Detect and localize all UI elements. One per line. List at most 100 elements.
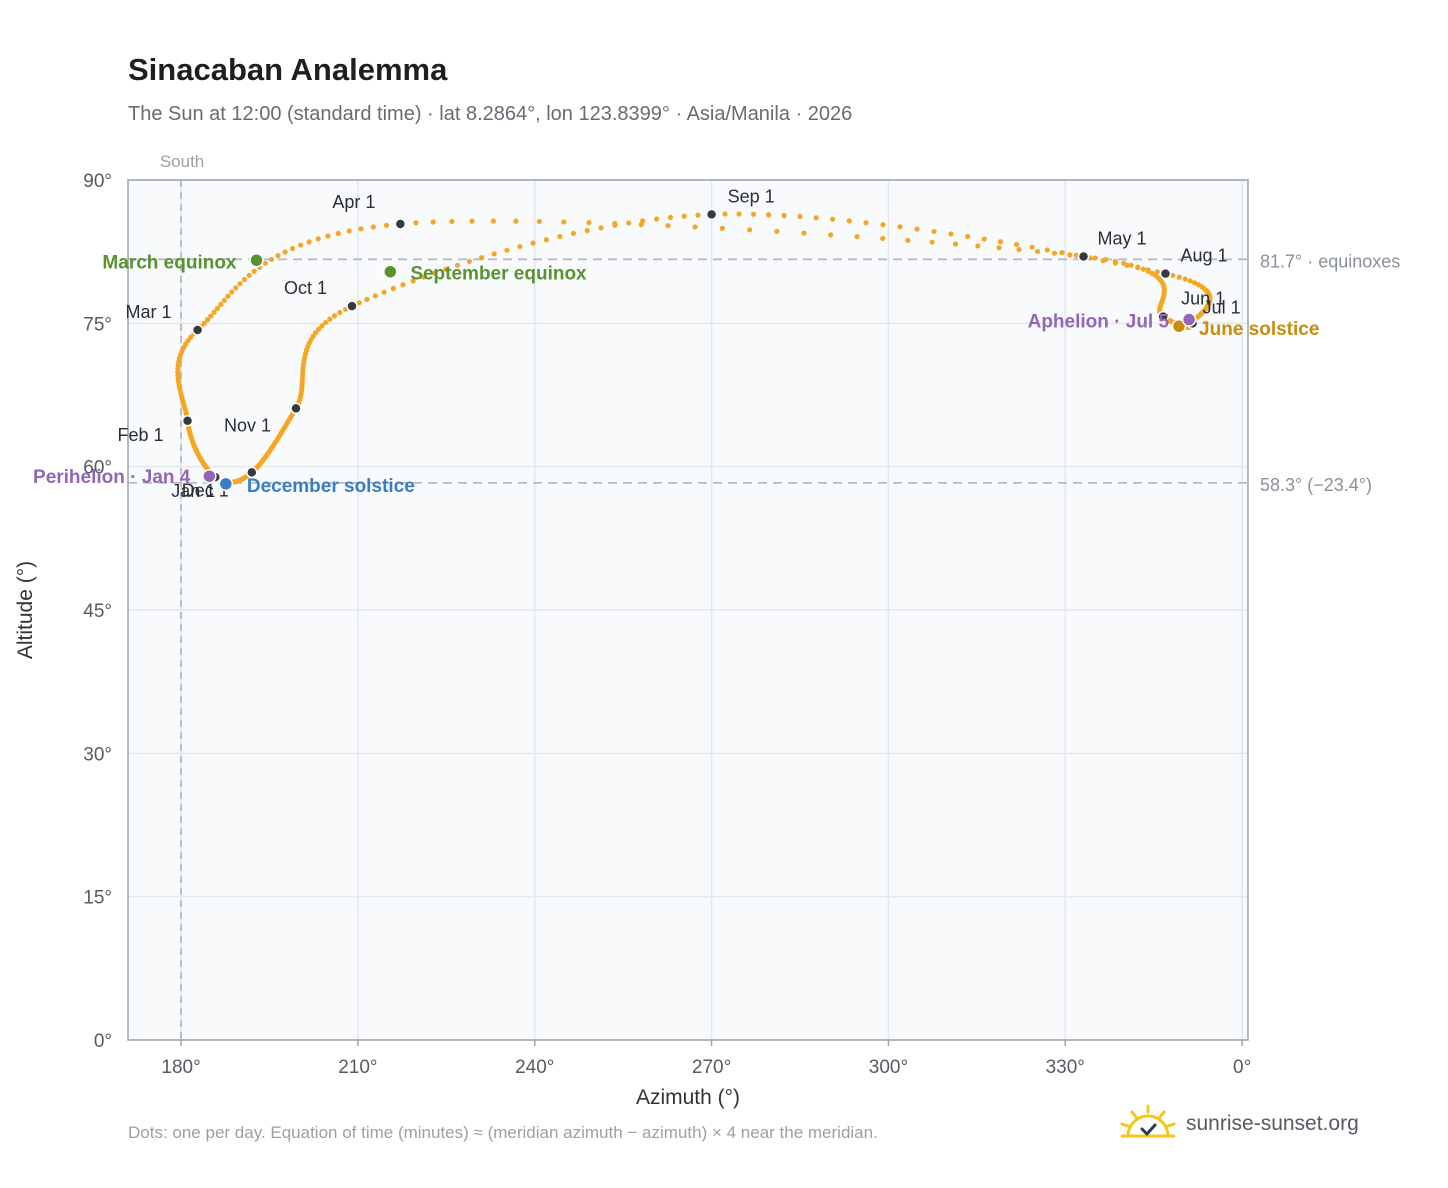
reference-line-label: 81.7° · equinoxes bbox=[1260, 251, 1400, 271]
daily-sun-dot bbox=[1073, 252, 1079, 258]
daily-sun-dot bbox=[543, 237, 549, 243]
y-tick-label: 0° bbox=[94, 1031, 112, 1052]
daily-sun-dot bbox=[1067, 252, 1073, 258]
daily-sun-dot bbox=[297, 242, 304, 248]
daily-sun-dot bbox=[490, 218, 496, 224]
daily-sun-dot bbox=[306, 239, 312, 245]
chart-subtitle: The Sun at 12:00 (standard time) · lat 8… bbox=[128, 103, 853, 125]
month-marker-dot bbox=[1159, 267, 1172, 280]
month-marker-dot bbox=[181, 415, 194, 427]
daily-sun-dot bbox=[331, 313, 338, 319]
daily-sun-dot bbox=[801, 230, 807, 236]
special-date-marker bbox=[202, 468, 217, 484]
daily-sun-dot bbox=[626, 220, 632, 226]
grid-lines bbox=[128, 179, 1248, 1041]
daily-sun-dot bbox=[268, 256, 275, 263]
daily-sun-dot bbox=[975, 243, 981, 249]
daily-sun-dot bbox=[584, 227, 590, 234]
daily-sun-dot bbox=[692, 224, 698, 230]
daily-sun-dot bbox=[421, 274, 427, 280]
month-marker-label: Apr 1 bbox=[332, 192, 375, 212]
daily-sun-dot bbox=[262, 260, 268, 266]
daily-sun-dot bbox=[1187, 278, 1193, 284]
x-tick-label: 330° bbox=[1046, 1057, 1085, 1078]
plot-frame bbox=[127, 179, 1249, 1041]
month-marker-dot bbox=[290, 402, 302, 415]
daily-sun-dot bbox=[466, 258, 473, 265]
daily-sun-dot bbox=[225, 293, 231, 299]
y-tick-label: 30° bbox=[83, 744, 112, 765]
daily-sun-dot bbox=[201, 320, 207, 326]
y-tick-label: 90° bbox=[83, 171, 112, 192]
special-date-label: Perihelion · Jan 4 bbox=[33, 467, 191, 488]
special-date-marker bbox=[218, 476, 234, 492]
daily-sun-dot bbox=[586, 220, 592, 226]
special-date-marker bbox=[383, 264, 398, 279]
daily-sun-dot bbox=[185, 337, 191, 344]
month-marker-dot bbox=[394, 218, 407, 230]
daily-sun-dot bbox=[536, 218, 543, 225]
month-marker-label: Mar 1 bbox=[126, 302, 172, 322]
daily-sun-dot bbox=[337, 309, 343, 316]
daily-sun-dot bbox=[813, 215, 819, 221]
x-tick-label: 0° bbox=[1233, 1057, 1251, 1078]
daily-sun-dot bbox=[854, 233, 860, 240]
daily-sun-dot bbox=[681, 213, 687, 219]
daily-sun-dot bbox=[383, 222, 390, 228]
daily-sun-dot bbox=[1034, 248, 1041, 255]
daily-sun-dot bbox=[797, 213, 803, 220]
daily-sun-dot bbox=[695, 212, 701, 218]
daily-sun-dot bbox=[750, 211, 757, 217]
daily-sun-dot bbox=[897, 224, 903, 230]
daily-sun-dot bbox=[390, 285, 396, 292]
daily-sun-dot bbox=[410, 278, 416, 284]
daily-sun-dot bbox=[530, 240, 536, 246]
daily-sun-dot bbox=[880, 235, 886, 242]
daily-sun-dot bbox=[1100, 257, 1106, 264]
x-tick-label: 180° bbox=[161, 1057, 200, 1078]
daily-sun-dot bbox=[1051, 250, 1058, 256]
daily-sun-dot bbox=[233, 285, 239, 291]
daily-sun-dot bbox=[275, 253, 281, 259]
x-axis-label: Azimuth (°) bbox=[636, 1086, 740, 1109]
daily-sun-dot bbox=[948, 231, 954, 237]
daily-sun-dot bbox=[251, 268, 257, 274]
daily-sun-dot bbox=[491, 251, 497, 257]
daily-sun-dot bbox=[315, 326, 322, 332]
daily-sun-dot bbox=[504, 247, 510, 253]
special-date-label: March equinox bbox=[102, 252, 237, 273]
month-marker-dot bbox=[191, 324, 204, 336]
month-marker-label: Nov 1 bbox=[224, 415, 271, 435]
x-tick-label: 210° bbox=[338, 1057, 377, 1078]
daily-sun-dot bbox=[1140, 266, 1146, 272]
daily-sun-dot bbox=[208, 313, 214, 319]
daily-sun-dot bbox=[517, 243, 523, 250]
daily-sun-dot bbox=[722, 211, 728, 217]
daily-sun-dot bbox=[1092, 255, 1098, 261]
month-marker-label: Aug 1 bbox=[1180, 246, 1227, 266]
chart-title: Sinacaban Analemma bbox=[128, 52, 448, 87]
month-marker-dot bbox=[705, 208, 718, 221]
y-tick-label: 15° bbox=[83, 888, 112, 909]
daily-sun-dot bbox=[929, 239, 935, 245]
daily-sun-dot bbox=[221, 297, 227, 303]
daily-sun-dot bbox=[315, 236, 321, 242]
special-date-label: Aphelion · Jul 5 bbox=[1028, 312, 1170, 333]
month-marker-label: Jul 1 bbox=[1203, 297, 1241, 317]
x-tick-label: 240° bbox=[515, 1057, 554, 1078]
month-marker-dot bbox=[1157, 310, 1169, 323]
daily-sun-dot bbox=[218, 301, 224, 307]
daily-sun-dot bbox=[400, 282, 406, 288]
special-date-label: December solstice bbox=[247, 476, 415, 497]
daily-sun-dot bbox=[640, 218, 646, 224]
brand[interactable]: sunrise-sunset.org bbox=[1120, 1100, 1359, 1148]
month-marker-label: Jan 1 bbox=[171, 481, 215, 501]
daily-sun-dot bbox=[846, 218, 852, 224]
reference-line-label: 58.3° (−23.4°) bbox=[1260, 475, 1372, 495]
y-axis-label: Altitude (°) bbox=[14, 561, 37, 659]
month-marker-dot bbox=[246, 466, 258, 479]
y-tick-label: 75° bbox=[83, 314, 112, 335]
daily-sun-dot bbox=[372, 293, 378, 299]
